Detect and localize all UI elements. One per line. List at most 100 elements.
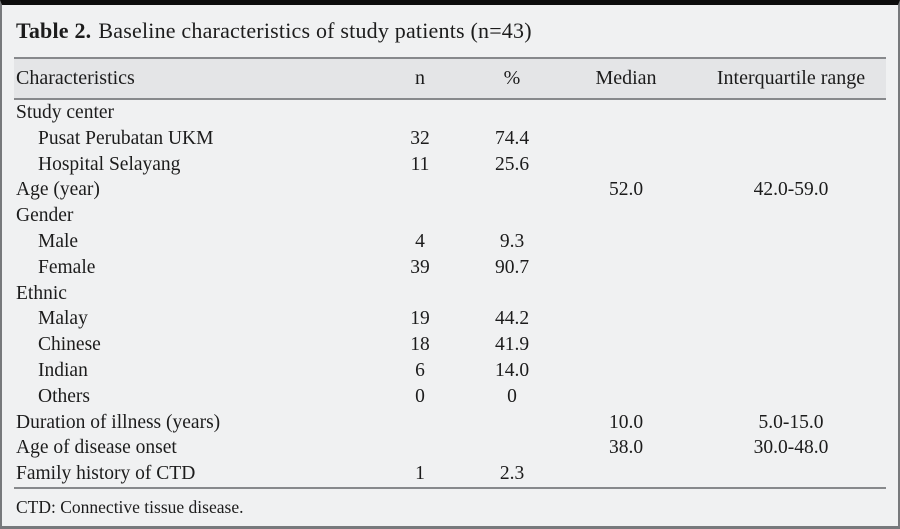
cell-iqr: 5.0-15.0	[758, 411, 824, 433]
table-title: Table 2. Baseline characteristics of stu…	[2, 5, 898, 57]
cell-n: 4	[415, 230, 425, 252]
cell-median	[556, 100, 696, 126]
cell-label: Pusat Perubatan UKM	[38, 127, 214, 149]
cell-n	[372, 100, 468, 126]
cell-median: 52.0	[608, 179, 644, 201]
cell-iqr	[696, 100, 886, 126]
cell-label: Female	[38, 256, 96, 278]
cell-median	[556, 203, 696, 229]
table-row-others: Others 0 0	[14, 384, 886, 410]
table-row-family-history-of-ctd: Family history of CTD 1 2.3	[14, 461, 886, 487]
cell-median	[556, 126, 696, 152]
cell-median	[556, 358, 696, 384]
cell-label: Male	[38, 230, 79, 252]
table-row-ethnic: Ethnic	[14, 281, 886, 307]
table-row-duration-of-illness: Duration of illness (years) 10.0 5.0-15.…	[14, 410, 886, 436]
cell-n: 39	[410, 256, 430, 278]
cell-pct: 90.7	[494, 256, 530, 278]
cell-median	[556, 332, 696, 358]
cell-pct	[468, 100, 556, 126]
cell-iqr	[696, 461, 886, 487]
footnote-divider	[14, 486, 886, 489]
table-title-text: Baseline characteristics of study patien…	[98, 18, 532, 43]
cell-n	[372, 177, 468, 203]
cell-n: 18	[410, 334, 430, 356]
cell-pct	[468, 281, 556, 307]
cell-iqr	[696, 384, 886, 410]
cell-pct	[468, 410, 556, 436]
cell-n: 6	[415, 359, 425, 381]
cell-iqr	[696, 358, 886, 384]
cell-label: Ethnic	[16, 282, 67, 304]
cell-label: Age (year)	[16, 179, 100, 201]
cell-pct: 74.4	[494, 127, 530, 149]
cell-iqr	[696, 255, 886, 281]
cell-iqr	[696, 332, 886, 358]
cell-n	[372, 281, 468, 307]
cell-n: 32	[410, 127, 430, 149]
cell-label: Duration of illness (years)	[16, 411, 221, 433]
column-header-median: Median	[595, 67, 657, 89]
table-header-row: Characteristics n % Median Interquartile…	[14, 57, 886, 100]
cell-label: Study center	[16, 102, 115, 123]
column-header-interquartile-range: Interquartile range	[716, 67, 866, 89]
cell-iqr: 42.0-59.0	[753, 179, 829, 201]
cell-iqr	[696, 229, 886, 255]
table-title-prefix: Table 2.	[16, 18, 92, 43]
cell-median	[556, 306, 696, 332]
table-row-hospital-selayang: Hospital Selayang 11 25.6	[14, 152, 886, 178]
cell-median	[556, 255, 696, 281]
cell-iqr	[696, 281, 886, 307]
cell-iqr	[696, 203, 886, 229]
cell-median: 10.0	[608, 411, 644, 433]
column-header-n: n	[415, 67, 425, 89]
cell-label: Hospital Selayang	[38, 153, 181, 175]
table-row-gender: Gender	[14, 203, 886, 229]
cell-pct: 9.3	[499, 230, 525, 252]
cell-n: 19	[410, 308, 430, 330]
cell-iqr	[696, 306, 886, 332]
cell-label: Indian	[38, 359, 88, 381]
table-row-study-center: Study center	[14, 100, 886, 126]
table-row-age-year: Age (year) 52.0 42.0-59.0	[14, 177, 886, 203]
table-row-malay: Malay 19 44.2	[14, 306, 886, 332]
table-row-pusat-perubatan-ukm: Pusat Perubatan UKM 32 74.4	[14, 126, 886, 152]
cell-n	[372, 203, 468, 229]
cell-iqr	[696, 126, 886, 152]
table-row-chinese: Chinese 18 41.9	[14, 332, 886, 358]
cell-label: Age of disease onset	[16, 437, 177, 459]
cell-label: Malay	[38, 308, 88, 330]
cell-pct: 25.6	[494, 153, 530, 175]
cell-pct	[468, 203, 556, 229]
table-body: Study center Pusat Perubatan UKM 32 74.4…	[14, 100, 886, 487]
table-footnote: CTD: Connective tissue disease.	[16, 496, 244, 517]
column-header-characteristics: Characteristics	[16, 67, 135, 89]
cell-pct: 44.2	[494, 308, 530, 330]
cell-pct	[468, 435, 556, 461]
cell-iqr: 30.0-48.0	[753, 437, 829, 459]
table-row-indian: Indian 6 14.0	[14, 358, 886, 384]
cell-median	[556, 461, 696, 487]
cell-pct: 2.3	[499, 463, 525, 485]
cell-pct: 41.9	[494, 334, 530, 356]
cell-median	[556, 281, 696, 307]
cell-n: 0	[415, 385, 425, 407]
cell-pct: 14.0	[494, 359, 530, 381]
cell-n: 1	[415, 463, 425, 485]
cell-n: 11	[410, 153, 430, 175]
cell-median	[556, 384, 696, 410]
cell-n	[372, 410, 468, 436]
cell-iqr	[696, 152, 886, 178]
cell-median	[556, 229, 696, 255]
column-header-percent: %	[503, 67, 521, 89]
cell-pct	[468, 177, 556, 203]
cell-median: 38.0	[608, 437, 644, 459]
table-row-female: Female 39 90.7	[14, 255, 886, 281]
cell-median	[556, 152, 696, 178]
cell-label: Chinese	[38, 334, 101, 356]
cell-label: Others	[38, 385, 90, 407]
table-row-age-of-disease-onset: Age of disease onset 38.0 30.0-48.0	[14, 435, 886, 461]
cell-pct: 0	[507, 385, 517, 407]
cell-label: Family history of CTD	[16, 463, 196, 485]
